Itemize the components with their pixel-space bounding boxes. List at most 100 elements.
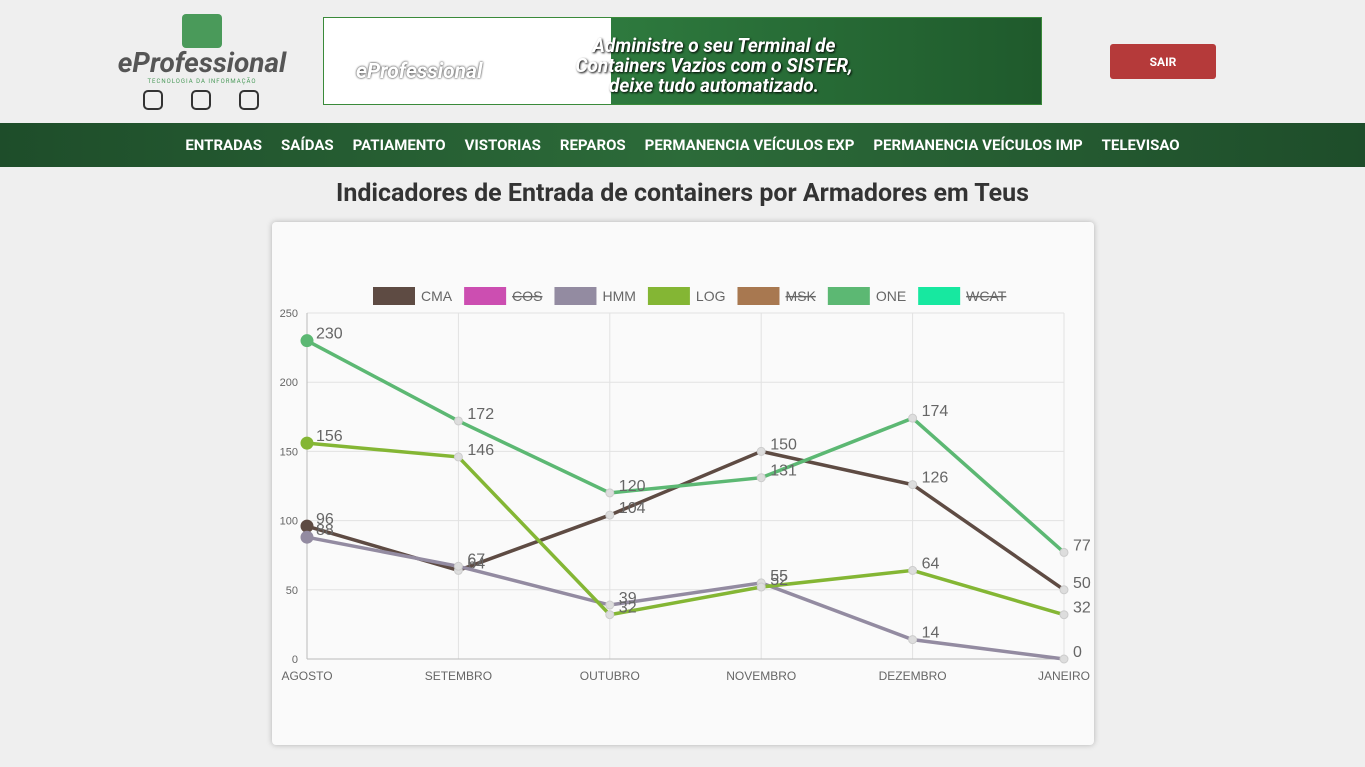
data-point[interactable] (605, 600, 615, 610)
data-label: 77 (1073, 537, 1091, 554)
data-label: 32 (1073, 600, 1091, 617)
data-point[interactable] (908, 565, 918, 575)
data-point[interactable] (300, 334, 314, 348)
logo[interactable]: eProfessional TECNOLOGIA DA INFORMAÇÃO (112, 14, 292, 85)
data-point[interactable] (605, 610, 615, 620)
y-tick-label: 250 (280, 308, 298, 320)
y-tick-label: 100 (280, 516, 298, 528)
data-label: 50 (1073, 575, 1091, 592)
legend-swatch[interactable] (554, 287, 597, 305)
data-label: 39 (619, 590, 637, 607)
banner-logo: eProfessional (356, 60, 483, 84)
data-point[interactable] (908, 480, 918, 490)
legend-swatch[interactable] (827, 287, 870, 305)
data-point[interactable] (1059, 585, 1069, 595)
data-point[interactable] (1059, 654, 1069, 664)
banner[interactable]: eProfessional Administre o seu Terminal d… (323, 17, 1042, 105)
data-point[interactable] (1059, 610, 1069, 620)
y-tick-label: 200 (280, 377, 298, 389)
social-links (143, 90, 259, 110)
logo-icon (182, 14, 222, 48)
nav-link[interactable]: REPAROS (559, 136, 626, 154)
data-label: 104 (619, 500, 646, 517)
data-point[interactable] (756, 446, 766, 456)
nav-link[interactable]: VISTORIAS (464, 136, 541, 154)
nav-link[interactable]: PERMANENCIA VEÍCULOS EXP (644, 136, 855, 154)
data-point[interactable] (908, 635, 918, 645)
x-tick-label: SETEMBRO (425, 669, 492, 683)
data-label: 156 (316, 428, 343, 445)
data-point[interactable] (605, 510, 615, 520)
nav-link[interactable]: TELEVISAO (1101, 136, 1180, 154)
page-title: Indicadores de Entrada de containers por… (336, 179, 1029, 208)
data-point[interactable] (453, 452, 463, 462)
x-tick-label: DEZEMBRO (879, 669, 947, 683)
data-label: 55 (770, 568, 788, 585)
legend-label[interactable]: MSK (785, 288, 816, 304)
data-label: 126 (922, 470, 949, 487)
banner-line: deixe tudo automatizado. (609, 74, 819, 97)
data-label: 64 (922, 555, 940, 572)
data-point[interactable] (453, 416, 463, 426)
nav-link[interactable]: SAÍDAS (281, 136, 334, 154)
legend-label[interactable]: CMA (421, 288, 453, 304)
legend-label[interactable]: ONE (876, 288, 906, 304)
legend-swatch[interactable] (647, 287, 690, 305)
legend-swatch[interactable] (464, 287, 507, 305)
data-label: 146 (467, 442, 494, 459)
data-point[interactable] (300, 436, 314, 450)
nav-link[interactable]: ENTRADAS (185, 136, 263, 154)
chart-panel: 0 50 100 150 200 250 AGOSTO SETEMBRO OUTUBRO NOVE… (272, 222, 1094, 745)
data-label: 0 (1073, 644, 1082, 661)
legend-label[interactable]: WCAT (966, 288, 1007, 304)
data-point[interactable] (908, 413, 918, 423)
chart: 0 50 100 150 200 250 AGOSTO SETEMBRO OUTUBRO NOVE… (280, 287, 1091, 683)
data-label: 14 (922, 625, 940, 642)
nav-link[interactable]: PATIAMENTO (352, 136, 446, 154)
data-point[interactable] (605, 488, 615, 498)
legend-swatch[interactable] (373, 287, 415, 305)
data-label: 88 (316, 522, 334, 539)
data-label: 32 (619, 600, 637, 617)
banner-line: Containers Vazios com o SISTER, (575, 54, 853, 77)
data-label: 131 (770, 463, 797, 480)
logo-tagline: TECNOLOGIA DA INFORMAÇÃO (147, 78, 257, 85)
logout-button[interactable]: SAIR (1110, 44, 1216, 79)
x-tick-label: OUTUBRO (580, 669, 640, 683)
data-label: 96 (316, 511, 334, 528)
series-line (306, 441, 1065, 617)
x-tick-label: JANEIRO (1038, 669, 1090, 683)
nav-bar: ENTRADAS SAÍDAS PATIAMENTO VISTORIAS REPAROS… (0, 123, 1365, 167)
linkedin[interactable] (143, 90, 163, 110)
logo-name: eProfessional (117, 46, 287, 79)
data-point[interactable] (300, 530, 314, 544)
data-label: 120 (619, 478, 646, 495)
data-point[interactable] (756, 582, 766, 592)
x-tick-label: NOVEMBRO (726, 669, 796, 683)
legend-label[interactable]: HMM (602, 288, 635, 304)
twitter[interactable] (239, 90, 259, 110)
instagram[interactable] (191, 90, 211, 110)
data-label: 174 (922, 403, 949, 420)
series-line (306, 339, 1066, 554)
series-line (306, 535, 1065, 661)
legend-label[interactable]: COS (512, 288, 542, 304)
nav-link[interactable]: PERMANENCIA VEÍCULOS IMP (873, 136, 1083, 154)
data-point[interactable] (300, 519, 314, 533)
data-point[interactable] (756, 473, 766, 483)
data-point[interactable] (1059, 547, 1069, 557)
banner-line: Administre o seu Terminal de (592, 34, 836, 57)
data-label: 230 (316, 326, 343, 343)
data-label: 52 (770, 572, 788, 589)
legend-swatch[interactable] (918, 287, 961, 305)
data-label: 150 (770, 436, 797, 453)
legend-swatch[interactable] (737, 287, 780, 305)
y-tick-label: 150 (280, 446, 298, 458)
y-tick-label: 50 (286, 585, 298, 597)
legend-label[interactable]: LOG (696, 288, 726, 304)
data-point[interactable] (453, 561, 463, 571)
data-label: 172 (467, 406, 494, 423)
y-tick-label: 0 (292, 654, 298, 666)
x-tick-label: AGOSTO (281, 669, 332, 683)
